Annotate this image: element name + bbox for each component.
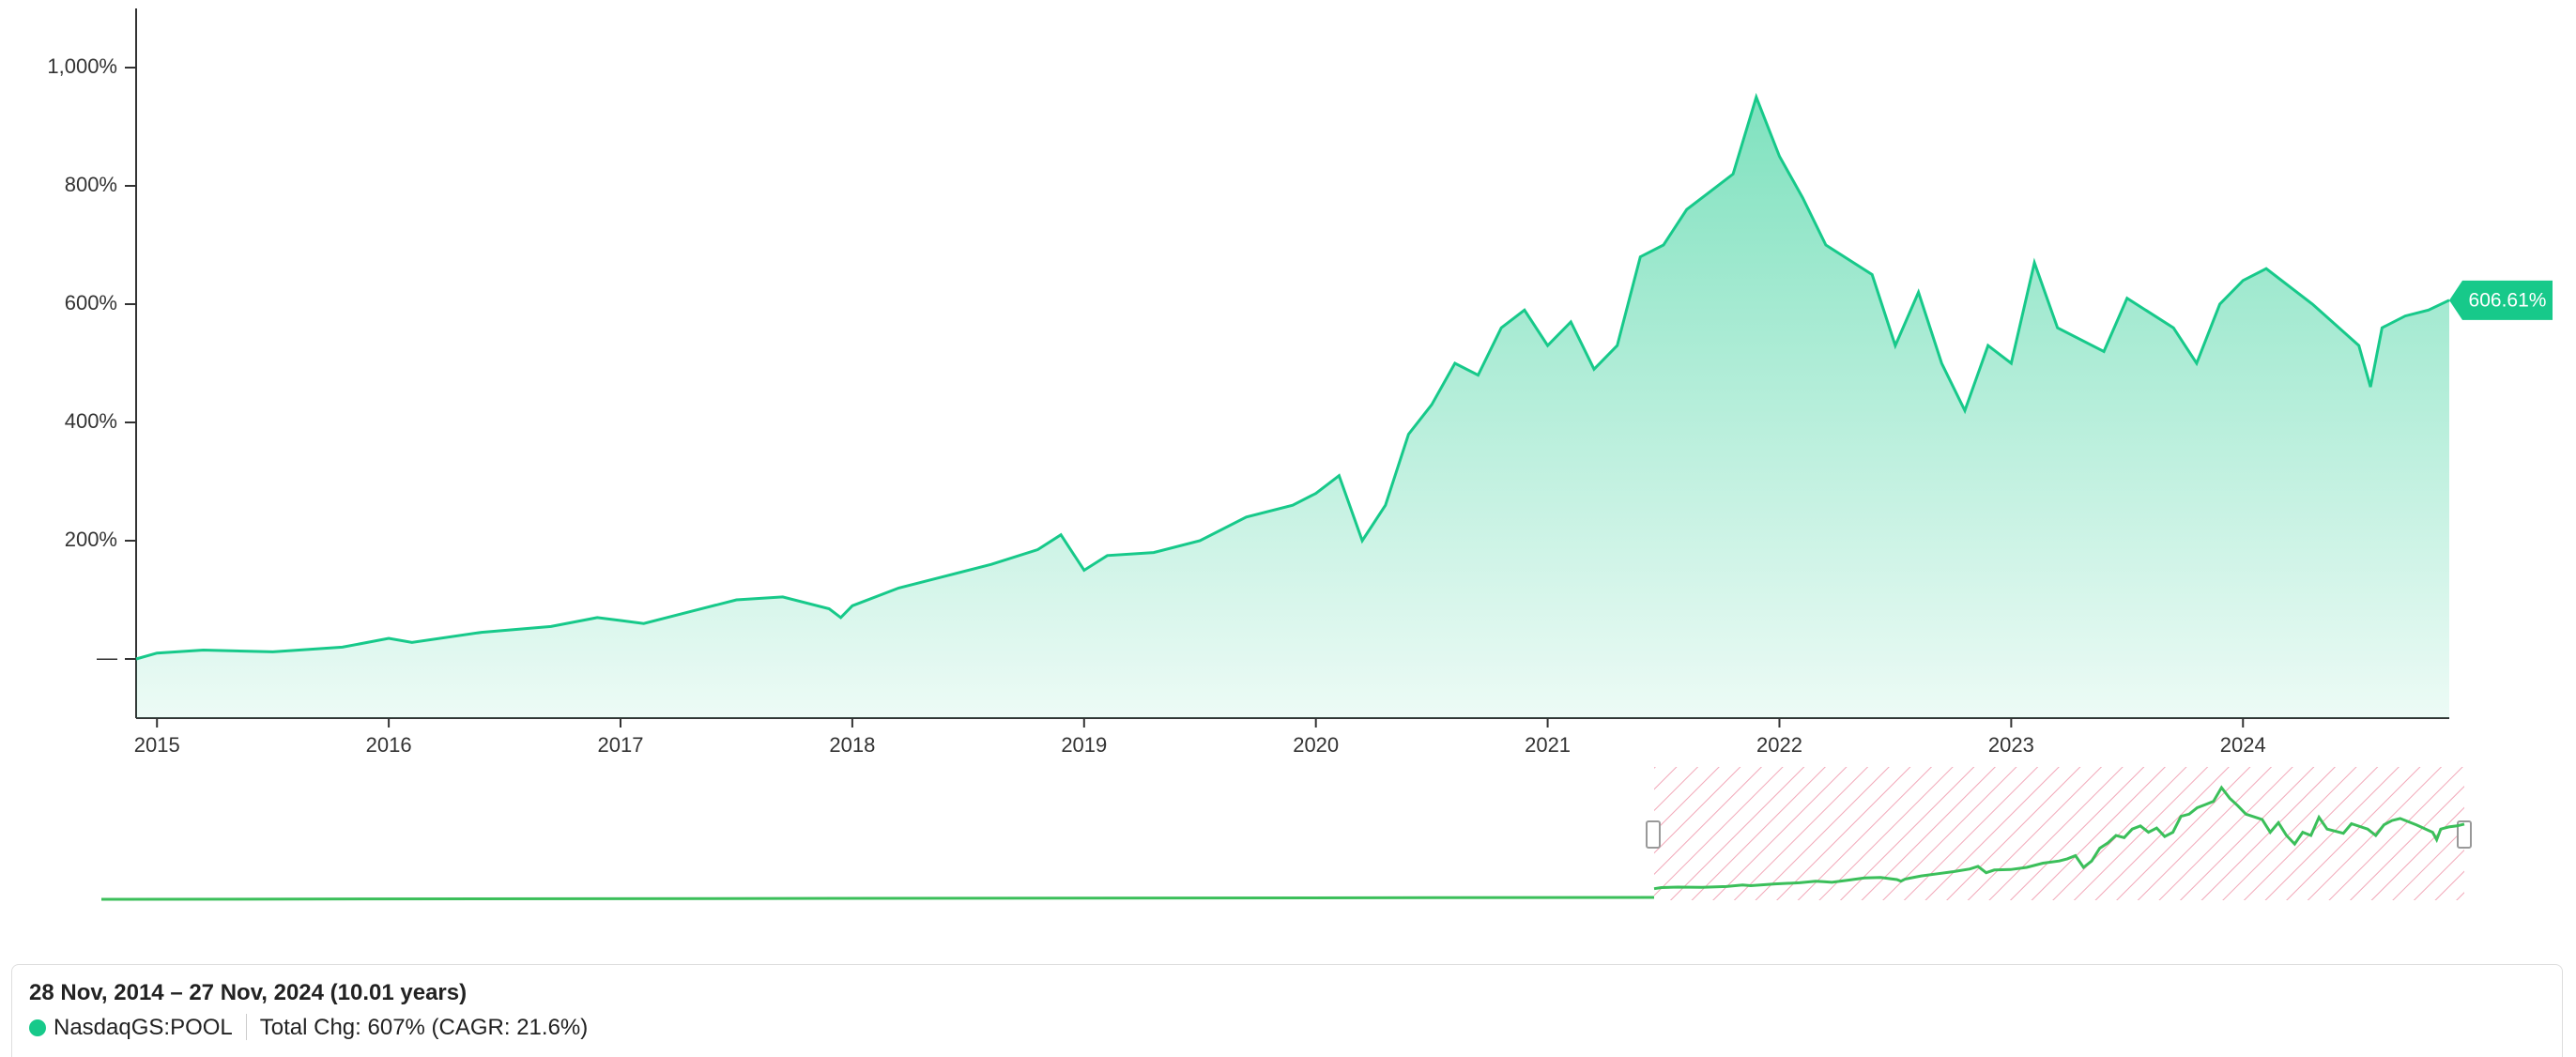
badge-shape [2449,280,2553,320]
footer: 28 Nov, 2014 – 27 Nov, 2024 (10.01 years… [11,964,2563,1057]
x-tick-label: 2024 [2220,733,2266,757]
total-change: Total Chg: 607% (CAGR: 21.6%) [259,1015,589,1040]
x-tick-label: 2022 [1756,733,1802,757]
x-tick-label: 2017 [598,733,644,757]
x-tick-label: 2023 [1988,733,2034,757]
legend-marker [29,1019,46,1036]
date-range: 28 Nov, 2014 – 27 Nov, 2024 (10.01 years… [29,980,468,1005]
y-tick-label: 800% [65,173,117,196]
x-tick-label: 2019 [1061,733,1107,757]
chart: — 200% 400% 600% 800% 1,000% 2015 2016 2017 2018 2… [47,8,2553,901]
navigator-history [100,896,1655,901]
x-tick-label: 2018 [829,733,875,757]
last-value-label: 606.61% [2469,289,2547,311]
y-tick-label: 400% [65,409,117,433]
navigator-handle[interactable] [2457,820,2472,849]
navigator-handle[interactable] [1646,820,1661,849]
y-tick-label: 200% [65,528,117,551]
y-tick-label: 1,000% [47,54,117,78]
area-fill [136,97,2449,718]
x-tick-label: 2021 [1525,733,1571,757]
navigator-line [1653,785,2465,891]
legend: NasdaqGS:POOL Total Chg: 607% (CAGR: 21.6… [29,1014,2545,1041]
y-tick-label: 600% [65,291,117,314]
y-tick-label: — [97,646,117,669]
x-tick-label: 2015 [134,733,180,757]
separator [245,1014,247,1040]
legend-label: NasdaqGS:POOL [54,1015,233,1040]
x-tick-label: 2020 [1293,733,1339,757]
navigator-selection [1654,767,2464,900]
line [135,92,2450,661]
last-value-badge: 606.61% [2449,280,2553,320]
x-tick-label: 2016 [366,733,412,757]
